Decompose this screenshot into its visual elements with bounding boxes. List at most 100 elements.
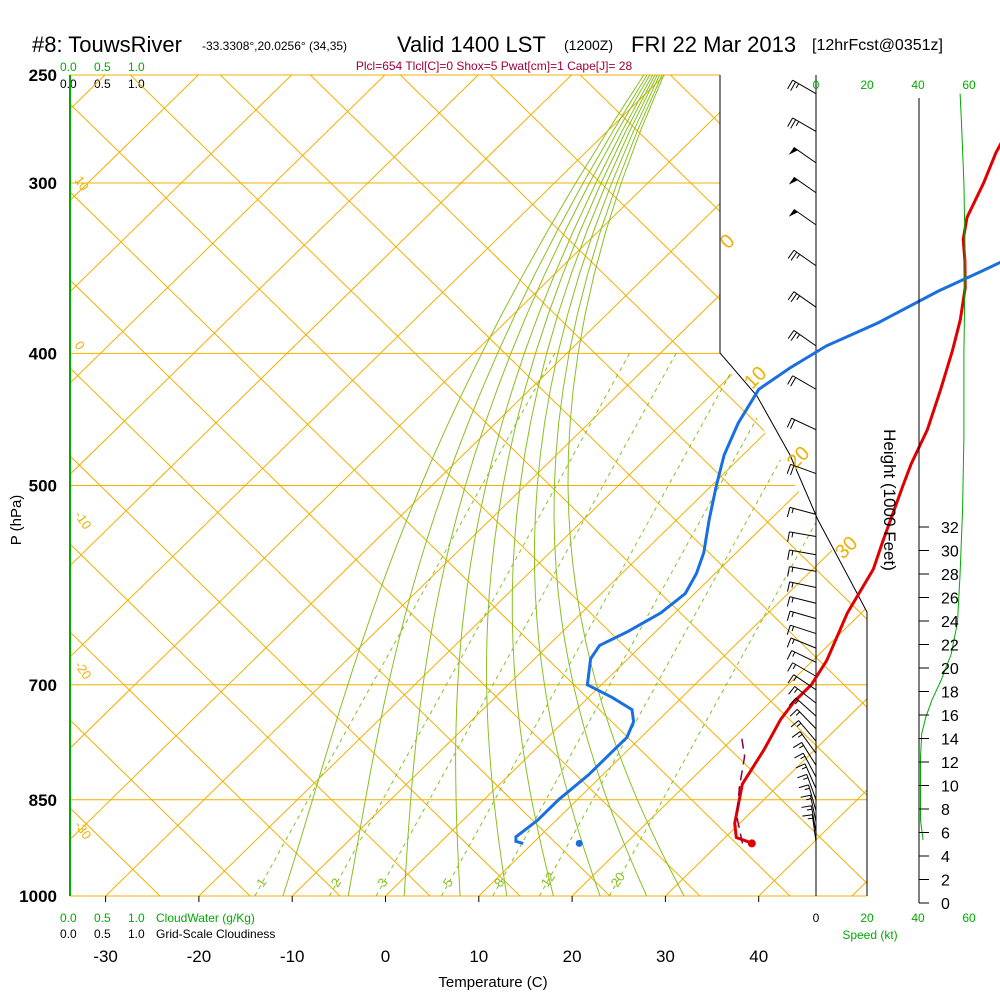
speed-tick-top: 60 — [962, 78, 976, 92]
wind-barb-feather — [787, 249, 795, 259]
wind-barb-pennant — [788, 147, 798, 155]
zulu-time: (1200Z) — [564, 37, 613, 53]
mixing-ratio-label: 2 — [328, 875, 344, 890]
wind-barb — [787, 674, 817, 691]
pressure-tick-label: 700 — [29, 676, 57, 695]
wind-barb-staff — [789, 566, 817, 572]
wind-barb-staff — [791, 650, 817, 663]
dry-adiabat-line — [309, 75, 867, 620]
height-tick-label: 8 — [941, 802, 950, 819]
wind-barb-feather — [787, 674, 795, 684]
wind-barb-staff — [789, 549, 817, 556]
cloudiness-tick: 0.0 — [60, 927, 77, 941]
temperature-profile-line — [733, 142, 1000, 845]
pressure-tick-label: 400 — [29, 344, 57, 363]
mixing-ratio-label: 8 — [491, 875, 507, 890]
isotherm-line — [571, 606, 867, 896]
dewpoint-profile-line — [514, 260, 1000, 845]
wind-barb-feather — [794, 752, 804, 759]
wind-barb-pennant — [788, 209, 798, 217]
wind-barb-feather — [786, 650, 793, 660]
height-tick-label: 22 — [941, 638, 959, 655]
wind-barb-half-feather — [796, 295, 801, 301]
wind-barb-staff — [799, 731, 817, 754]
speed-axis-label: Speed (kt) — [842, 928, 897, 942]
wind-barb-feather — [787, 291, 795, 301]
wind-barb — [792, 742, 817, 766]
plot-boundary — [719, 75, 868, 896]
wind-barb — [788, 176, 817, 194]
temperature-tick-label: -30 — [93, 947, 118, 966]
dry-adiabat-line — [399, 75, 867, 532]
station-title: #8: TouwsRiver — [32, 32, 182, 57]
wind-barb-feather — [787, 79, 794, 90]
wind-barb-half-feather — [806, 808, 813, 811]
dry-adiabat-line — [70, 455, 521, 896]
cloudiness-tick: 1.0 — [128, 77, 145, 91]
wind-barb-staff — [810, 805, 817, 833]
isotherm-line — [291, 332, 867, 896]
temperature-tick-label: 40 — [749, 947, 768, 966]
cloudiness-tick: 0.5 — [94, 927, 111, 941]
height-tick-label: 0 — [941, 896, 950, 913]
wind-barb — [786, 637, 817, 649]
height-tick-label: 18 — [941, 685, 959, 702]
wind-barb-staff — [789, 596, 817, 604]
speed-tick-top: 40 — [911, 78, 925, 92]
dry-adiabat-line — [579, 75, 867, 356]
wind-barb-feather — [792, 742, 802, 749]
valid-date: FRI 22 Mar 2013 — [631, 32, 796, 57]
height-tick-label: 4 — [941, 849, 950, 866]
wind-barb-half-feather — [800, 755, 806, 760]
mixing-ratio-line — [329, 353, 630, 896]
wind-barb — [786, 596, 817, 607]
wind-barb — [788, 697, 817, 717]
wind-barb-feather — [800, 794, 811, 798]
wind-barb-feather — [786, 418, 792, 428]
dry-adiabat-line — [70, 103, 867, 884]
wind-barb — [787, 566, 817, 577]
mixing-ratio-label: 12 — [538, 869, 559, 889]
height-tick-label: 26 — [941, 591, 959, 608]
wind-barb — [786, 463, 817, 476]
temperature-tick-label: 30 — [656, 947, 675, 966]
wind-barb-staff — [789, 531, 817, 538]
mixing-ratio-label: 1 — [253, 875, 269, 890]
dry-adiabat-line — [70, 543, 431, 896]
sounding-profiles — [514, 142, 1000, 848]
isotherm-line — [70, 75, 479, 476]
wind-barb-staff — [798, 720, 817, 742]
speed-tick-top: 0 — [813, 78, 820, 92]
wind-barb-feather — [787, 531, 790, 542]
dry-adiabat-line — [70, 719, 251, 896]
wind-barb-staff — [802, 752, 817, 778]
wind-barb-feather — [790, 377, 797, 387]
surface-temperature-marker — [747, 839, 756, 848]
wind-barb-half-feather — [796, 334, 801, 339]
isotherm-line — [70, 75, 852, 841]
wind-barb-feather — [786, 611, 791, 621]
wind-barb-staff — [793, 291, 817, 308]
wind-barb-feather — [787, 375, 794, 385]
wind-barbs — [786, 79, 817, 842]
wind-barb-staff — [790, 463, 817, 475]
wind-barb-half-feather — [791, 611, 794, 618]
wind-barb-half-feather — [795, 711, 801, 716]
wind-barb-half-feather — [803, 777, 809, 780]
temperature-tick-label: 20 — [563, 947, 582, 966]
wind-barb-staff — [809, 795, 817, 822]
wind-barb-feather — [790, 119, 797, 129]
valid-time: Valid 1400 LST — [397, 32, 546, 57]
wind-barb-staff — [793, 176, 817, 194]
wind-barb-staff — [793, 147, 817, 164]
cloudiness-tick: 1.0 — [128, 927, 145, 941]
wind-barb-feather — [786, 637, 792, 648]
wind-barb-feather — [790, 293, 798, 303]
height-tick-label: 16 — [941, 708, 959, 725]
cloudwater-tick: 1.0 — [128, 911, 145, 925]
height-tick-label: 32 — [941, 520, 959, 537]
moist-adiabat-line — [511, 75, 658, 896]
wind-barb-half-feather — [791, 532, 794, 538]
isotherm-label: -30 — [72, 818, 95, 842]
wind-barb-half-feather — [797, 733, 803, 738]
